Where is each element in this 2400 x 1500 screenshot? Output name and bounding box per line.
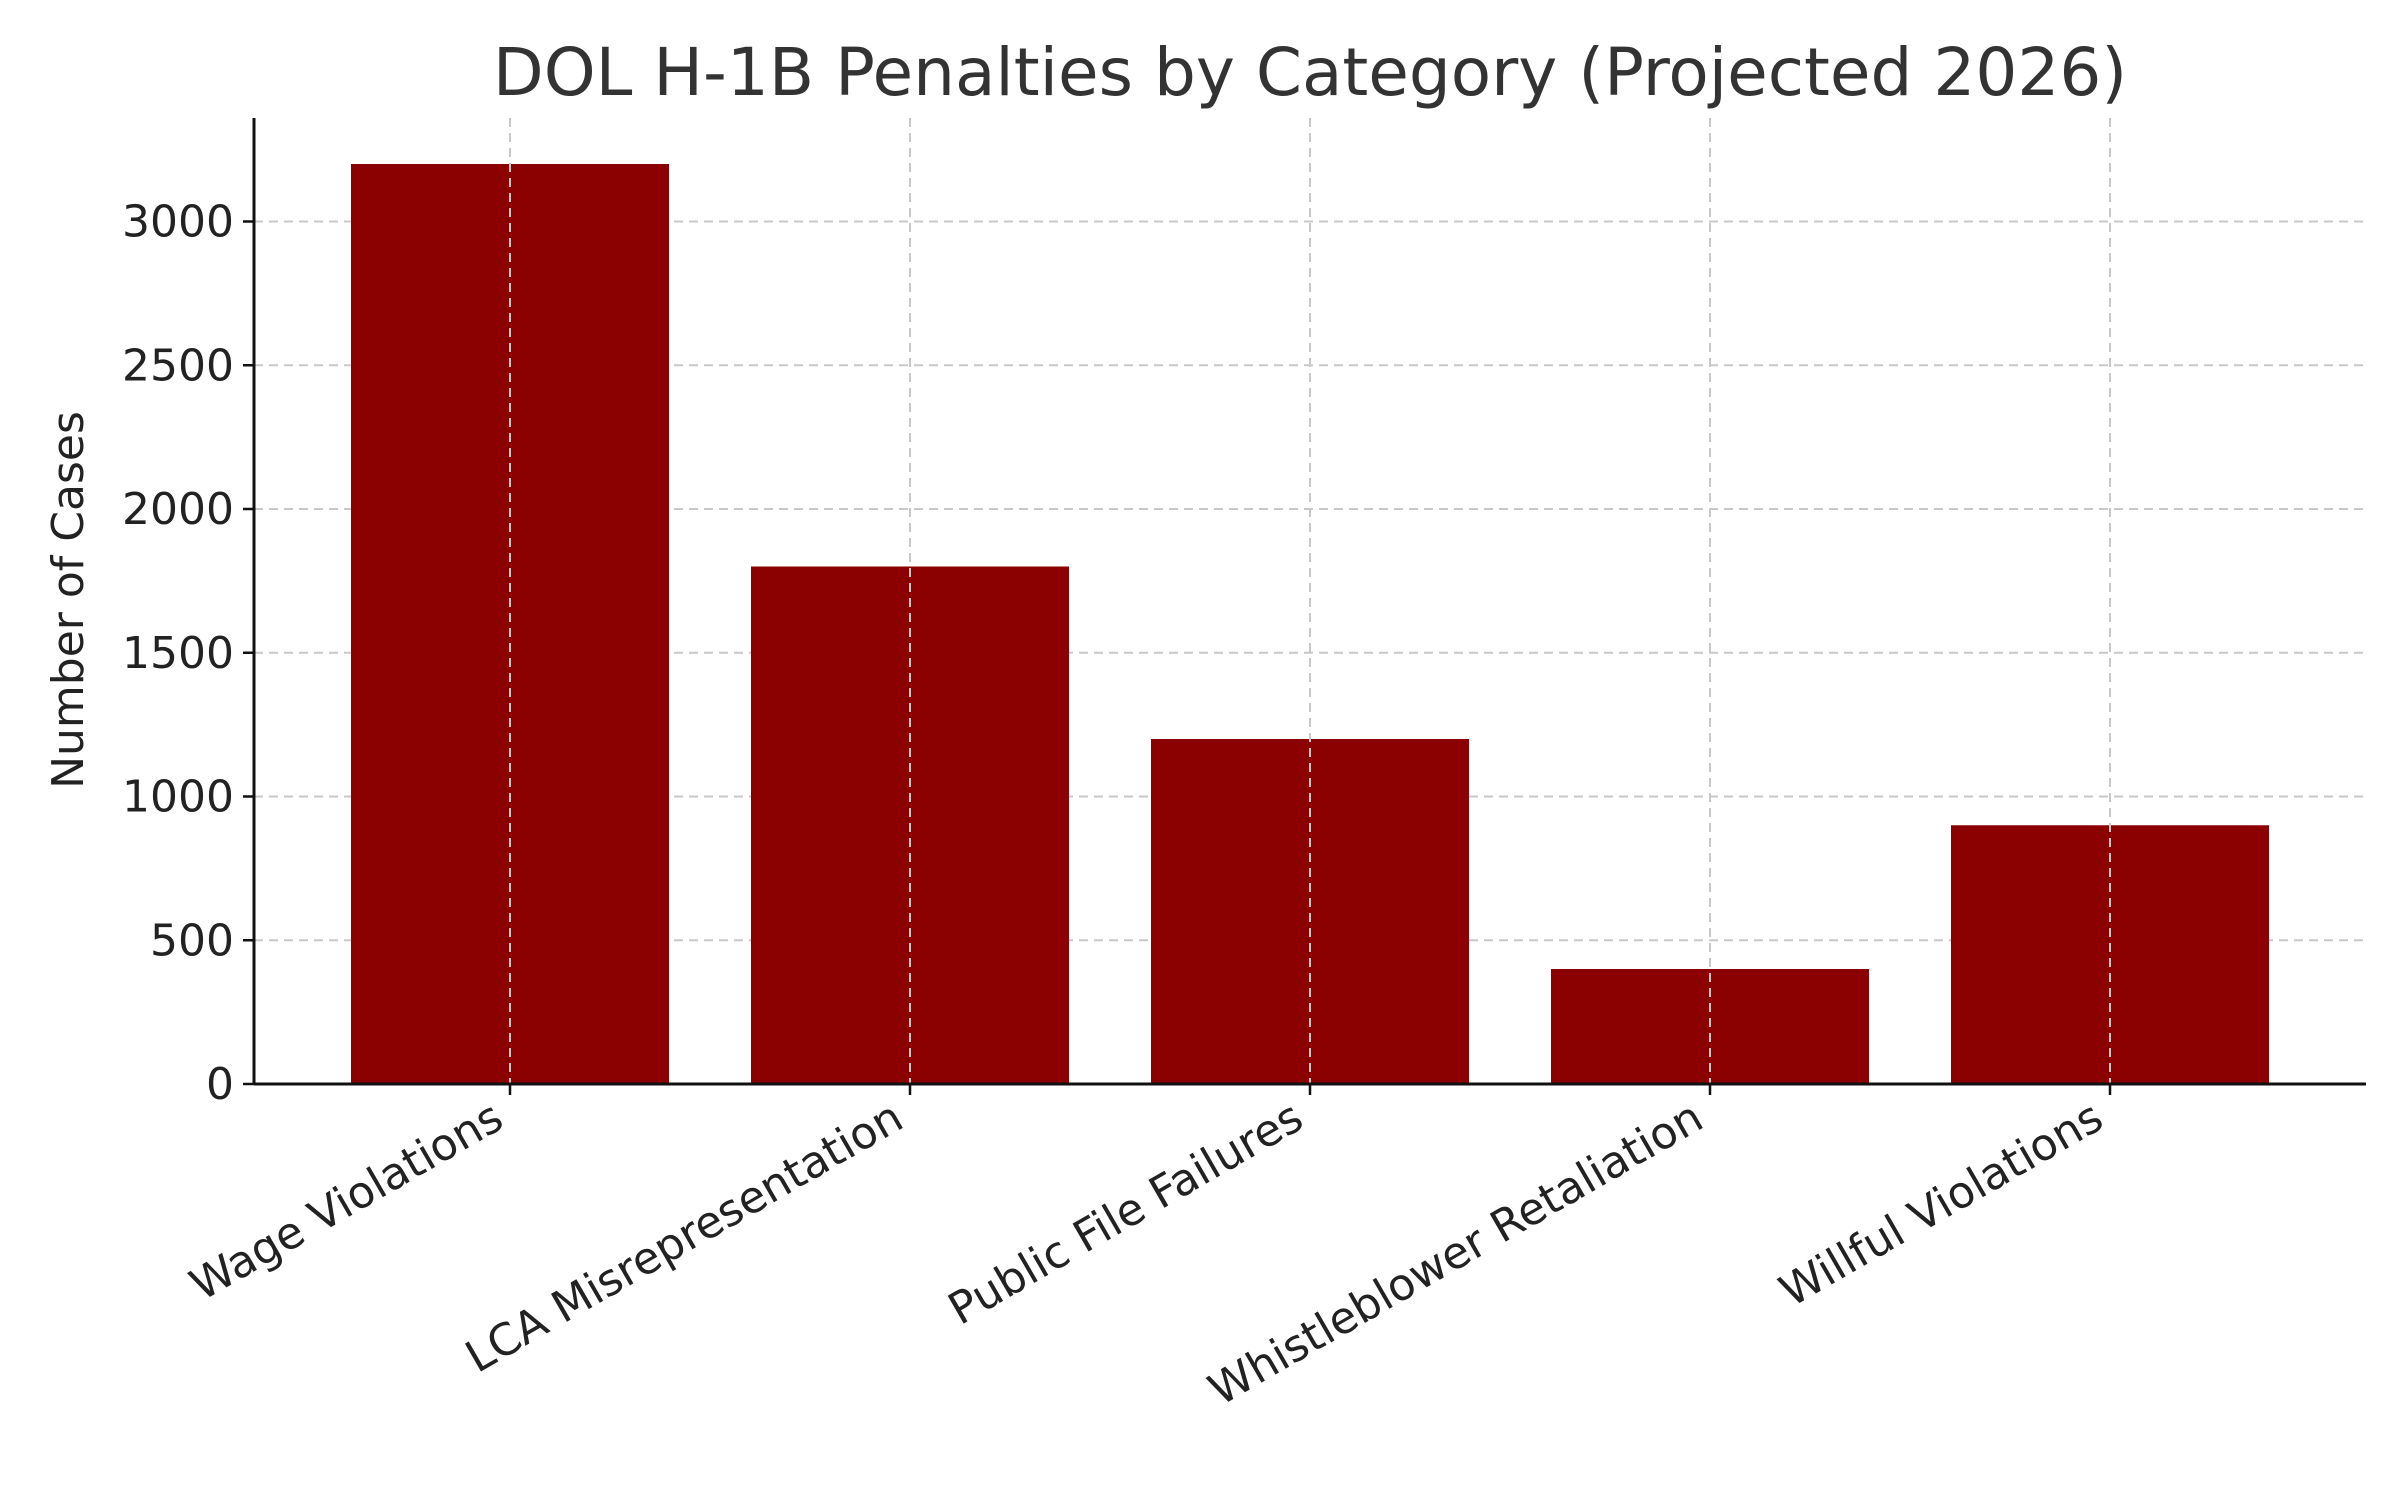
y-tick-label: 2500 [122,340,234,391]
y-tick-label: 3000 [122,197,234,248]
x-tick-label: LCA Misrepresentation [457,1091,911,1383]
y-axis-label: Number of Cases [43,411,94,789]
axis-layer [243,118,2366,1095]
x-tick-label: Public File Failures [940,1091,1311,1335]
y-tick-label: 1500 [122,628,234,679]
bar-4 [1951,825,2269,1084]
bar-2 [1151,739,1469,1084]
x-tick-label: Wage Violations [182,1091,512,1311]
y-tick-label: 500 [150,915,234,966]
y-tick-label: 1000 [122,772,234,823]
x-tick-label: Willful Violations [1771,1091,2111,1317]
vertical-grid-layer [509,118,2111,1084]
chart-title: DOL H-1B Penalties by Category (Projecte… [493,34,2127,111]
y-tick-label: 2000 [122,484,234,535]
y-tick-label: 0 [206,1059,234,1110]
